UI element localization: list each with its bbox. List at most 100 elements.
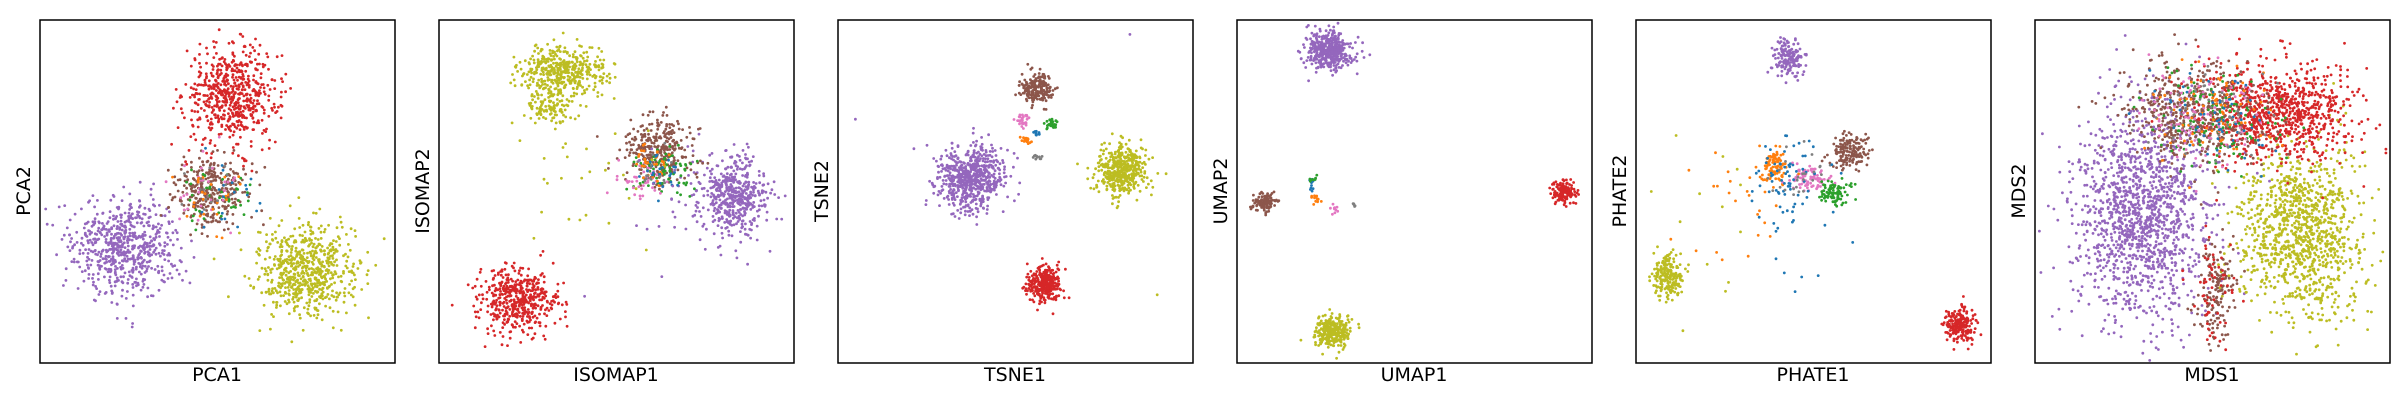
data-point	[272, 315, 275, 318]
data-point	[360, 288, 364, 291]
data-point	[520, 303, 524, 307]
data-point	[564, 310, 567, 313]
data-point	[205, 61, 208, 65]
data-point	[211, 68, 215, 71]
data-point	[188, 195, 192, 199]
data-point	[520, 306, 524, 310]
data-point	[201, 149, 205, 153]
data-point	[971, 174, 975, 178]
data-point	[239, 203, 243, 207]
data-point	[547, 88, 551, 91]
data-point	[345, 311, 348, 315]
data-point	[105, 241, 108, 245]
data-point	[499, 290, 502, 293]
data-point	[110, 242, 113, 246]
data-point	[770, 188, 774, 192]
data-point	[286, 276, 290, 280]
data-point	[510, 264, 514, 268]
data-point	[326, 262, 330, 265]
data-point	[107, 229, 111, 232]
data-point	[324, 273, 328, 276]
data-point	[677, 122, 680, 126]
data-point	[150, 239, 154, 243]
data-point	[1001, 210, 1005, 214]
data-point	[335, 226, 339, 230]
data-point	[252, 78, 255, 82]
data-point	[559, 70, 563, 74]
data-point	[687, 174, 690, 177]
data-point	[347, 291, 351, 295]
data-point	[336, 310, 340, 314]
data-point	[207, 176, 210, 180]
data-point	[134, 216, 137, 220]
data-point	[712, 193, 715, 197]
data-point	[533, 332, 537, 336]
data-point	[662, 111, 665, 114]
data-point	[284, 286, 287, 289]
data-point	[225, 65, 229, 69]
data-point	[696, 206, 699, 209]
data-point	[532, 236, 536, 240]
data-point	[655, 176, 658, 180]
data-point	[739, 230, 742, 234]
data-point	[564, 300, 568, 304]
data-point	[205, 209, 209, 212]
data-point	[508, 330, 512, 334]
data-point	[760, 190, 764, 194]
data-point	[513, 269, 517, 273]
data-point	[492, 276, 495, 280]
data-point	[175, 100, 179, 104]
data-point	[131, 247, 135, 251]
data-point	[266, 55, 270, 59]
data-point	[307, 304, 311, 308]
data-point	[541, 250, 545, 253]
data-point	[586, 65, 590, 69]
data-point	[334, 240, 338, 243]
data-point	[601, 76, 605, 80]
data-point	[174, 88, 178, 91]
data-point	[263, 63, 267, 67]
data-point	[296, 304, 299, 308]
data-point	[277, 263, 281, 267]
data-point	[321, 297, 325, 301]
x-axis-label: PCA1	[192, 364, 242, 386]
data-point	[207, 87, 211, 91]
data-point	[972, 141, 975, 144]
data-point	[551, 81, 555, 85]
data-point	[223, 58, 227, 61]
data-point	[560, 75, 564, 79]
data-point	[537, 117, 541, 120]
data-point	[143, 264, 147, 268]
data-point	[676, 119, 679, 123]
data-point	[539, 307, 543, 310]
data-point	[557, 90, 561, 93]
data-point	[519, 266, 522, 270]
data-point	[533, 275, 537, 279]
data-point	[374, 263, 378, 267]
data-point	[332, 239, 335, 243]
data-point	[63, 204, 67, 208]
data-point	[119, 216, 123, 219]
data-point	[217, 119, 221, 123]
data-point	[947, 176, 951, 180]
data-point	[528, 104, 532, 107]
data-point	[236, 188, 240, 191]
data-point	[750, 159, 753, 163]
data-point	[244, 99, 248, 102]
data-point	[224, 62, 227, 65]
data-point	[180, 163, 184, 167]
data-point	[986, 204, 989, 208]
data-point	[783, 194, 787, 198]
data-point	[198, 98, 201, 101]
data-point	[673, 215, 677, 219]
data-point	[91, 273, 95, 276]
data-point	[302, 306, 306, 310]
data-point	[643, 179, 647, 183]
data-point	[273, 105, 276, 109]
data-point	[530, 326, 534, 330]
data-point	[940, 189, 944, 193]
data-point	[649, 129, 653, 132]
data-point	[122, 235, 126, 239]
data-point	[232, 190, 236, 194]
data-point	[622, 173, 625, 177]
